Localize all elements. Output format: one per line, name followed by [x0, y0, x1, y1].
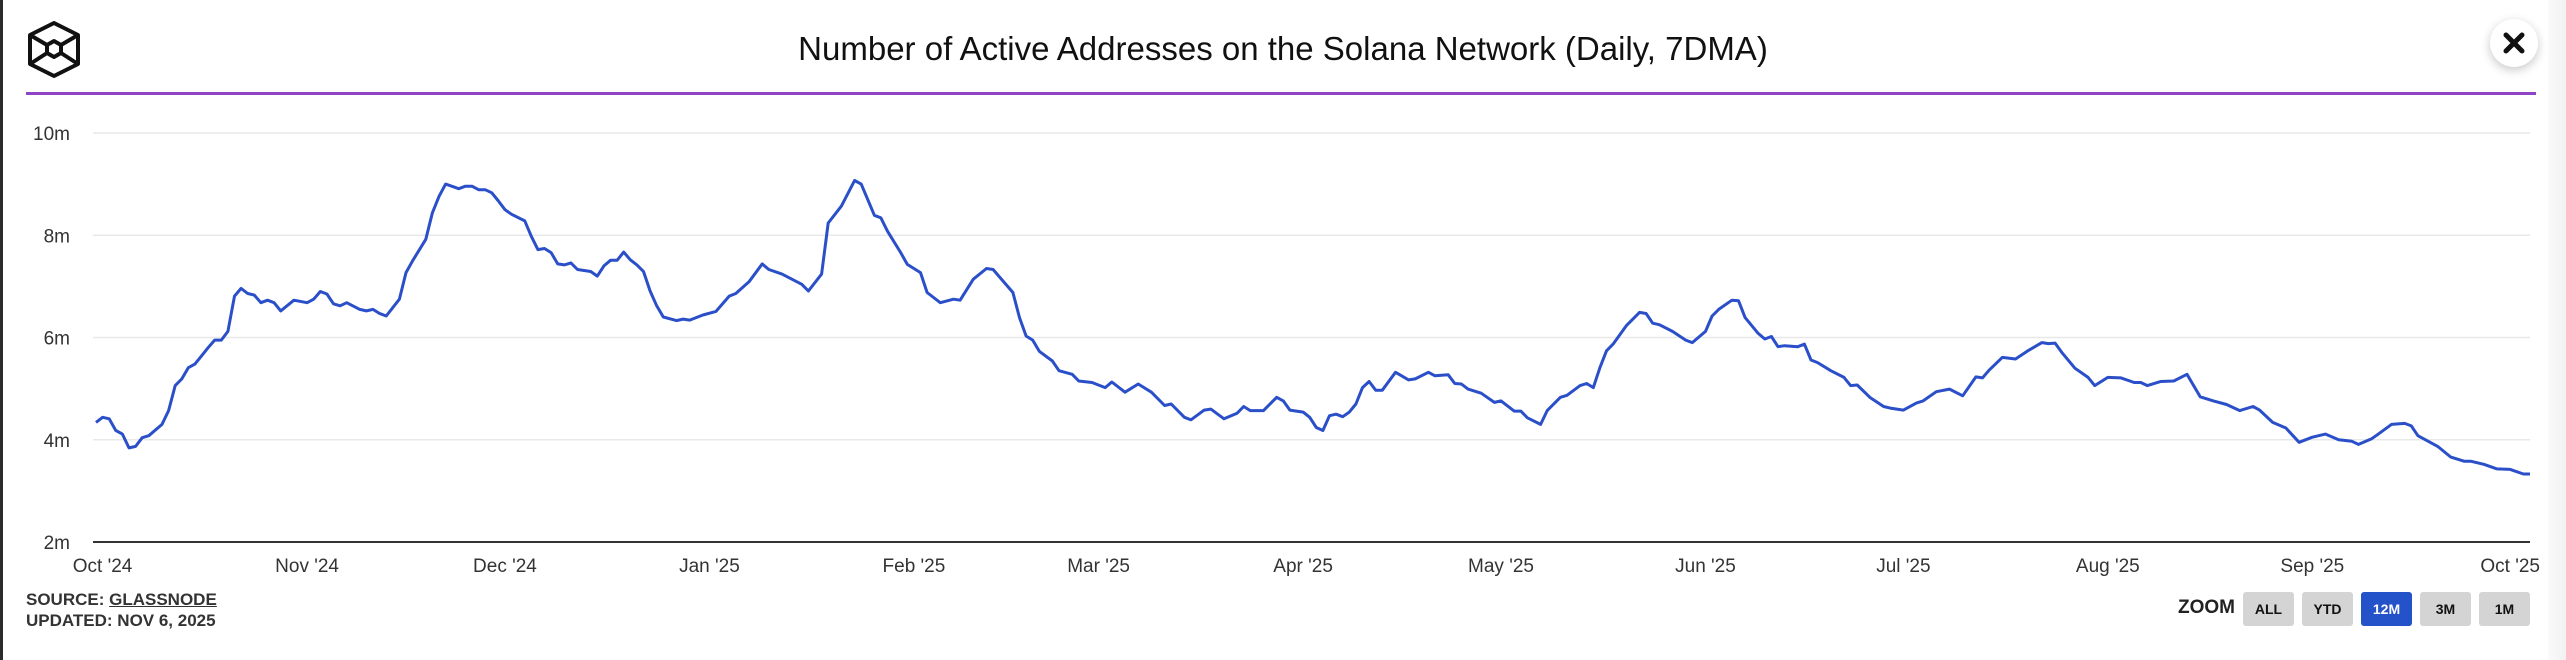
- x-tick-label: Aug '25: [2076, 556, 2140, 577]
- title-divider: [26, 92, 2536, 95]
- x-tick-label: Feb '25: [883, 556, 946, 577]
- x-tick-label: Nov '24: [275, 556, 339, 577]
- source-line: SOURCE: GLASSNODE: [26, 589, 217, 610]
- zoom-all-button[interactable]: ALL: [2243, 592, 2294, 626]
- close-button[interactable]: [2490, 19, 2538, 67]
- updated-date: UPDATED: NOV 6, 2025: [26, 611, 216, 630]
- cube-logo-icon: [26, 20, 82, 80]
- x-tick-label: Oct '24: [73, 556, 133, 577]
- series-line: [95, 179, 2530, 476]
- zoom-12m-button[interactable]: 12M: [2361, 592, 2412, 626]
- x-tick-label: Jun '25: [1675, 556, 1736, 577]
- x-tick-label: Sep '25: [2280, 556, 2344, 577]
- x-tick-label: Oct '25: [2480, 556, 2540, 577]
- y-tick-label: 4m: [44, 431, 70, 452]
- zoom-ytd-button[interactable]: YTD: [2302, 592, 2353, 626]
- chart-footer: SOURCE: GLASSNODE UPDATED: NOV 6, 2025: [26, 589, 217, 631]
- window-right-border: [2548, 0, 2566, 660]
- x-tick-label: Mar '25: [1067, 556, 1130, 577]
- close-icon: [2503, 32, 2525, 54]
- x-tick-label: Jul '25: [1876, 556, 1930, 577]
- source-prefix: SOURCE:: [26, 590, 110, 609]
- zoom-3m-button[interactable]: 3M: [2420, 592, 2471, 626]
- x-tick-label: Dec '24: [473, 556, 537, 577]
- x-tick-label: Apr '25: [1273, 556, 1333, 577]
- x-tick-label: May '25: [1468, 556, 1534, 577]
- y-tick-label: 10m: [33, 124, 70, 145]
- window-left-border: [0, 0, 3, 660]
- y-tick-label: 2m: [44, 533, 70, 554]
- x-tick-label: Jan '25: [679, 556, 740, 577]
- y-tick-label: 8m: [44, 226, 70, 247]
- source-link[interactable]: GLASSNODE: [109, 590, 217, 609]
- chart-title: Number of Active Addresses on the Solana…: [798, 30, 1768, 67]
- y-tick-label: 6m: [44, 329, 70, 350]
- zoom-1m-button[interactable]: 1M: [2479, 592, 2530, 626]
- zoom-label: ZOOM: [2178, 597, 2235, 618]
